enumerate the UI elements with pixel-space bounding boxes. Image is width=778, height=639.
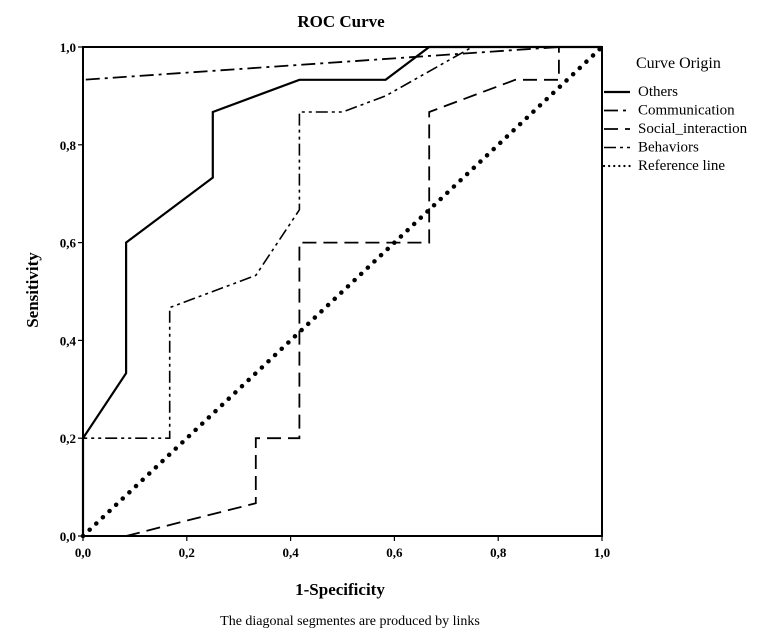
legend-label-communication: Communication — [638, 103, 735, 119]
x-axis-title: 1-Specificity — [295, 580, 385, 599]
y-axis-title: Sensitivity — [23, 252, 42, 328]
x-axis: 0,0 0,2 0,4 0,6 0,8 1,0 — [75, 536, 610, 560]
x-tick-label: 0,4 — [282, 545, 299, 560]
x-tick-label: 1,0 — [594, 545, 610, 560]
y-tick-label: 0,6 — [60, 236, 77, 251]
legend-label-social-interaction: Social_interaction — [638, 121, 748, 137]
legend: Curve Origin Others Communication Social_i… — [602, 55, 748, 174]
legend-label-others: Others — [638, 84, 678, 100]
series-line-reference-line — [80, 44, 605, 539]
series-line-others — [81, 45, 602, 536]
legend-title: Curve Origin — [636, 55, 721, 72]
series-layer — [80, 44, 605, 539]
legend-label-behaviors: Behaviors — [638, 140, 699, 156]
y-axis: 0,0 0,2 0,4 0,6 0,8 1,0 — [60, 40, 83, 544]
y-tick-label: 0,8 — [60, 138, 77, 153]
x-tick-label: 0,2 — [179, 545, 195, 560]
legend-label-reference-line: Reference line — [638, 158, 725, 174]
x-tick-label: 0,0 — [75, 545, 91, 560]
chart-title: ROC Curve — [297, 12, 385, 31]
y-tick-label: 0,0 — [60, 529, 76, 544]
series-line-social-interaction — [125, 46, 602, 537]
x-tick-label: 0,6 — [386, 545, 403, 560]
x-tick-label: 0,8 — [490, 545, 507, 560]
chart-footnote: The diagonal segmentes are produced by l… — [220, 614, 480, 629]
series-line-behaviors — [82, 46, 602, 536]
y-tick-label: 0,4 — [60, 333, 77, 348]
y-tick-label: 1,0 — [60, 40, 76, 55]
y-tick-label: 0,2 — [60, 431, 76, 446]
